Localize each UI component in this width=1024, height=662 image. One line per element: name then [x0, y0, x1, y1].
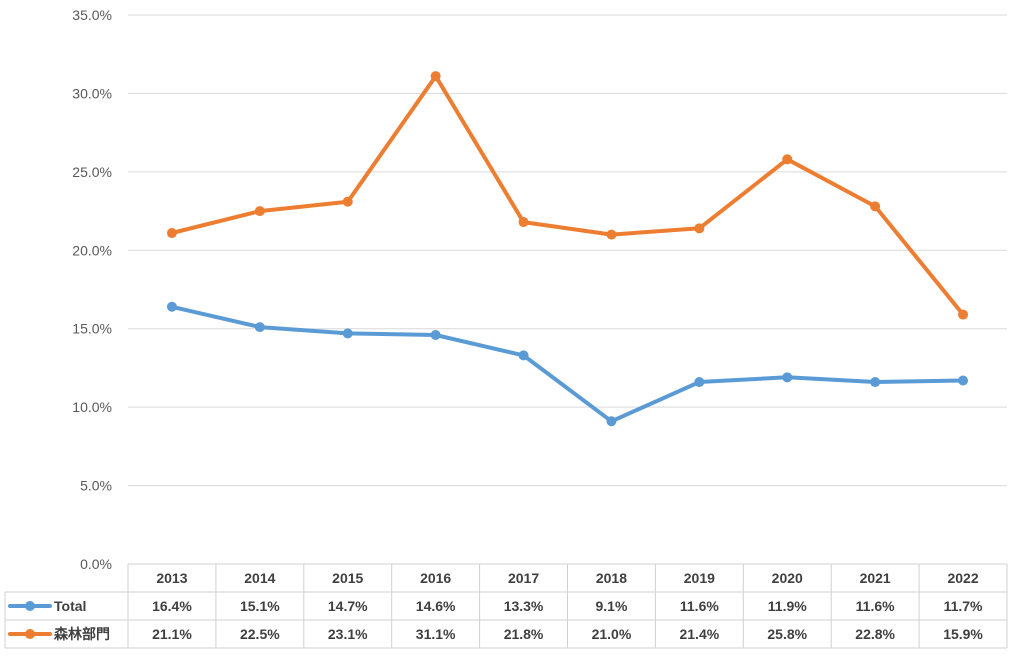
data-point — [694, 223, 705, 234]
x-tick-label: 2020 — [772, 570, 803, 586]
y-tick-label: 20.0% — [72, 242, 112, 258]
x-tick-label: 2018 — [596, 570, 627, 586]
data-point — [254, 206, 265, 217]
legend-marker — [25, 601, 35, 611]
data-label: 31.1% — [416, 626, 456, 642]
data-point — [518, 350, 529, 361]
data-point — [606, 416, 617, 427]
y-tick-label: 35.0% — [72, 7, 112, 23]
data-point — [166, 228, 177, 239]
data-label: 14.6% — [416, 598, 456, 614]
data-point — [342, 196, 353, 207]
data-label: 21.0% — [592, 626, 632, 642]
data-point — [782, 372, 793, 383]
y-tick-label: 0.0% — [80, 556, 112, 572]
data-label: 22.8% — [855, 626, 895, 642]
data-point — [254, 322, 265, 333]
y-axis-ticks: 0.0% 5.0% 10.0% 15.0% 20.0% 25.0% 30.0% 35.0% — [72, 7, 112, 572]
data-point — [430, 329, 441, 340]
data-point — [958, 375, 969, 386]
legend-label: Total — [54, 598, 86, 614]
data-label: 16.4% — [152, 598, 192, 614]
x-tick-label: 2016 — [420, 570, 451, 586]
data-point — [782, 154, 793, 165]
data-point — [958, 309, 969, 320]
x-tick-label: 2021 — [860, 570, 891, 586]
data-label: 9.1% — [595, 598, 627, 614]
y-tick-label: 5.0% — [80, 478, 112, 494]
data-label: 21.8% — [504, 626, 544, 642]
x-tick-label: 2015 — [332, 570, 363, 586]
data-table: 2013 2014 2015 2016 2017 2018 2019 2020 2021 2022… — [4, 563, 1008, 649]
x-tick-label: 2014 — [244, 570, 275, 586]
data-label: 23.1% — [328, 626, 368, 642]
gridlines — [128, 14, 1007, 565]
x-tick-label: 2022 — [947, 570, 978, 586]
y-tick-label: 15.0% — [72, 321, 112, 337]
data-label: 11.6% — [856, 598, 895, 614]
series-line — [169, 304, 966, 424]
y-tick-label: 10.0% — [72, 399, 112, 415]
series-lines — [166, 71, 969, 427]
x-tick-label: 2019 — [684, 570, 715, 586]
legend-marker — [25, 629, 35, 639]
x-tick-label: 2013 — [156, 570, 187, 586]
data-point — [518, 217, 529, 228]
data-point — [342, 328, 353, 339]
data-label: 21.4% — [679, 626, 719, 642]
data-label: 15.1% — [240, 598, 280, 614]
data-point — [166, 301, 177, 312]
data-point — [870, 201, 881, 212]
data-point — [870, 377, 881, 388]
series-line — [169, 74, 966, 317]
data-label: 22.5% — [240, 626, 280, 642]
data-label: 11.9% — [768, 598, 807, 614]
data-label: 15.9% — [943, 626, 983, 642]
data-point — [694, 377, 705, 388]
x-tick-label: 2017 — [508, 570, 539, 586]
data-label: 25.8% — [767, 626, 807, 642]
data-label: 11.6% — [680, 598, 719, 614]
data-label: 13.3% — [504, 598, 544, 614]
y-tick-label: 25.0% — [72, 164, 112, 180]
data-point — [430, 71, 441, 82]
y-tick-label: 30.0% — [72, 85, 112, 101]
legend-label: 森林部門 — [54, 626, 110, 642]
data-label: 11.7% — [944, 598, 983, 614]
data-point — [606, 229, 617, 240]
data-label: 14.7% — [328, 598, 368, 614]
data-label: 21.1% — [152, 626, 192, 642]
